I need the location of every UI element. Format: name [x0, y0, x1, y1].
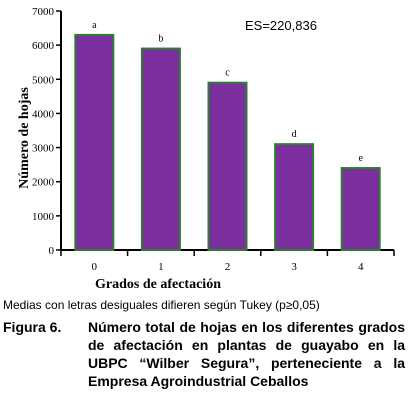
bar-letter-label: e — [358, 153, 363, 164]
bar-series: a b c d e — [74, 20, 381, 252]
y-tick-label: 7000 — [32, 6, 55, 18]
caption-label: Figura 6. — [3, 319, 62, 335]
y-axis-label: Número de hojas — [17, 87, 32, 189]
x-tick-label: 0 — [92, 261, 98, 273]
y-tick-label: 0 — [49, 245, 55, 257]
y-tick-label: 6000 — [32, 40, 55, 52]
figure-caption: Figura 6. Número total de hojas en los d… — [3, 318, 405, 390]
bar-letter-label: d — [292, 129, 297, 140]
y-tick-label: 3000 — [32, 143, 55, 155]
bar-letter-label: a — [92, 20, 97, 31]
y-tick-label: 2000 — [32, 177, 55, 189]
bar — [74, 33, 115, 252]
bar — [140, 47, 181, 251]
x-axis: 0 1 2 3 4 — [60, 249, 395, 273]
bar — [274, 143, 315, 252]
standard-error-annotation: ES=220,836 — [245, 18, 317, 33]
x-axis-label: Grados de afectación — [95, 277, 221, 292]
x-tick-label: 1 — [158, 261, 164, 273]
bar-letter-label: b — [158, 34, 163, 45]
y-tick-label: 1000 — [32, 211, 55, 223]
y-tick-label: 5000 — [32, 74, 55, 86]
x-tick-label: 3 — [291, 261, 297, 273]
y-tick-label: 4000 — [32, 108, 55, 120]
bar — [207, 81, 248, 251]
bar — [340, 167, 381, 251]
bar-chart: 0 1000 2000 3000 4000 5000 6000 7000 0 1 2 3 4 a b c d… — [17, 6, 395, 292]
x-tick-label: 4 — [358, 261, 364, 273]
y-axis: 0 1000 2000 3000 4000 5000 6000 7000 — [32, 6, 62, 257]
caption-text: Número total de hojas en los diferentes … — [88, 319, 405, 389]
footnote: Medias con letras desiguales difieren se… — [3, 298, 320, 312]
x-tick-label: 2 — [225, 261, 231, 273]
bar-letter-label: c — [225, 68, 230, 79]
